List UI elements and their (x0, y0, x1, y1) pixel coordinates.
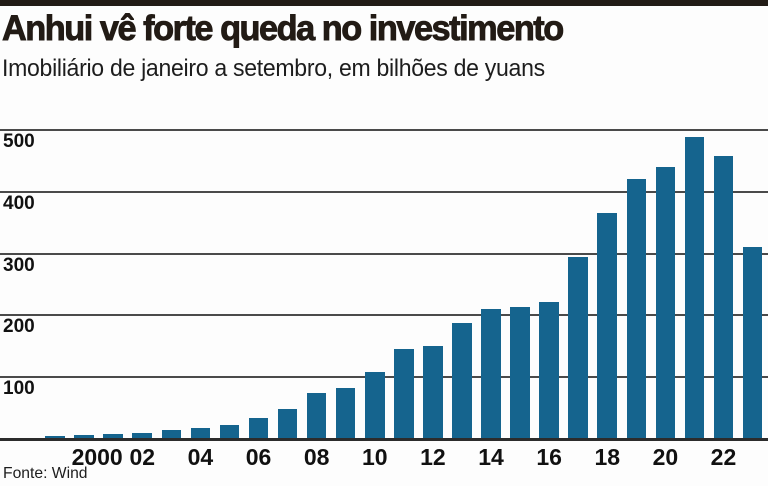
y-tick-label-100: 100 (3, 378, 35, 400)
chart-title: Anhui vê forte queda no investimento (2, 9, 565, 49)
bar-2010 (364, 371, 385, 439)
x-tick-label-2018: 18 (594, 444, 621, 470)
bar-2017 (568, 256, 588, 439)
gridline-400 (0, 190, 768, 193)
x-tick-label-2006: 06 (245, 444, 272, 470)
bar-2018 (597, 213, 618, 439)
x-tick-label-2008: 08 (303, 444, 330, 470)
x-tick-label-2010: 10 (361, 444, 388, 470)
bar-2003 (161, 430, 182, 439)
x-axis-baseline (0, 438, 768, 441)
bar-2015 (510, 306, 530, 439)
x-tick-label-2000: 2000 (71, 444, 123, 470)
bar-1999 (45, 435, 65, 439)
top-rule (0, 0, 768, 6)
x-tick-label-2016: 16 (536, 444, 562, 470)
bar-2001 (103, 434, 123, 439)
x-tick-label-2004: 04 (187, 444, 214, 470)
bar-2008 (306, 392, 327, 439)
chart-subtitle: Imobiliário de janeiro a setembro, em bi… (2, 55, 545, 82)
bar-2006 (248, 417, 269, 439)
y-tick-label-300: 300 (3, 254, 35, 276)
bar-2019 (626, 179, 647, 439)
bar-2023 (742, 247, 763, 439)
bar-2016 (539, 301, 559, 439)
bar-2009 (335, 388, 356, 439)
bar-2007 (277, 409, 298, 439)
y-tick-label-500: 500 (3, 131, 35, 152)
x-tick-label-2012: 12 (420, 444, 446, 470)
x-tick-label-2002: 02 (129, 444, 156, 470)
bar-2021 (684, 137, 705, 439)
bar-2004 (190, 427, 211, 439)
bar-2005 (219, 424, 240, 439)
y-tick-label-400: 400 (3, 192, 35, 214)
x-tick-label-2014: 14 (478, 444, 504, 470)
gridline-500 (0, 129, 768, 131)
bar-2020 (655, 167, 676, 439)
gridline-200 (0, 314, 768, 317)
bar-2013 (452, 322, 472, 439)
bar-2000 (74, 435, 94, 439)
bar-2014 (481, 309, 501, 439)
bar-2022 (713, 155, 734, 439)
bar-2012 (423, 345, 443, 439)
bar-2011 (394, 348, 414, 439)
x-tick-label-2020: 20 (652, 444, 679, 470)
source-note: Fonte: Wind (3, 465, 88, 482)
x-tick-label-2022: 22 (710, 444, 737, 470)
gridline-300 (0, 252, 768, 255)
bar-2002 (132, 432, 153, 439)
y-tick-label-200: 200 (3, 316, 35, 338)
